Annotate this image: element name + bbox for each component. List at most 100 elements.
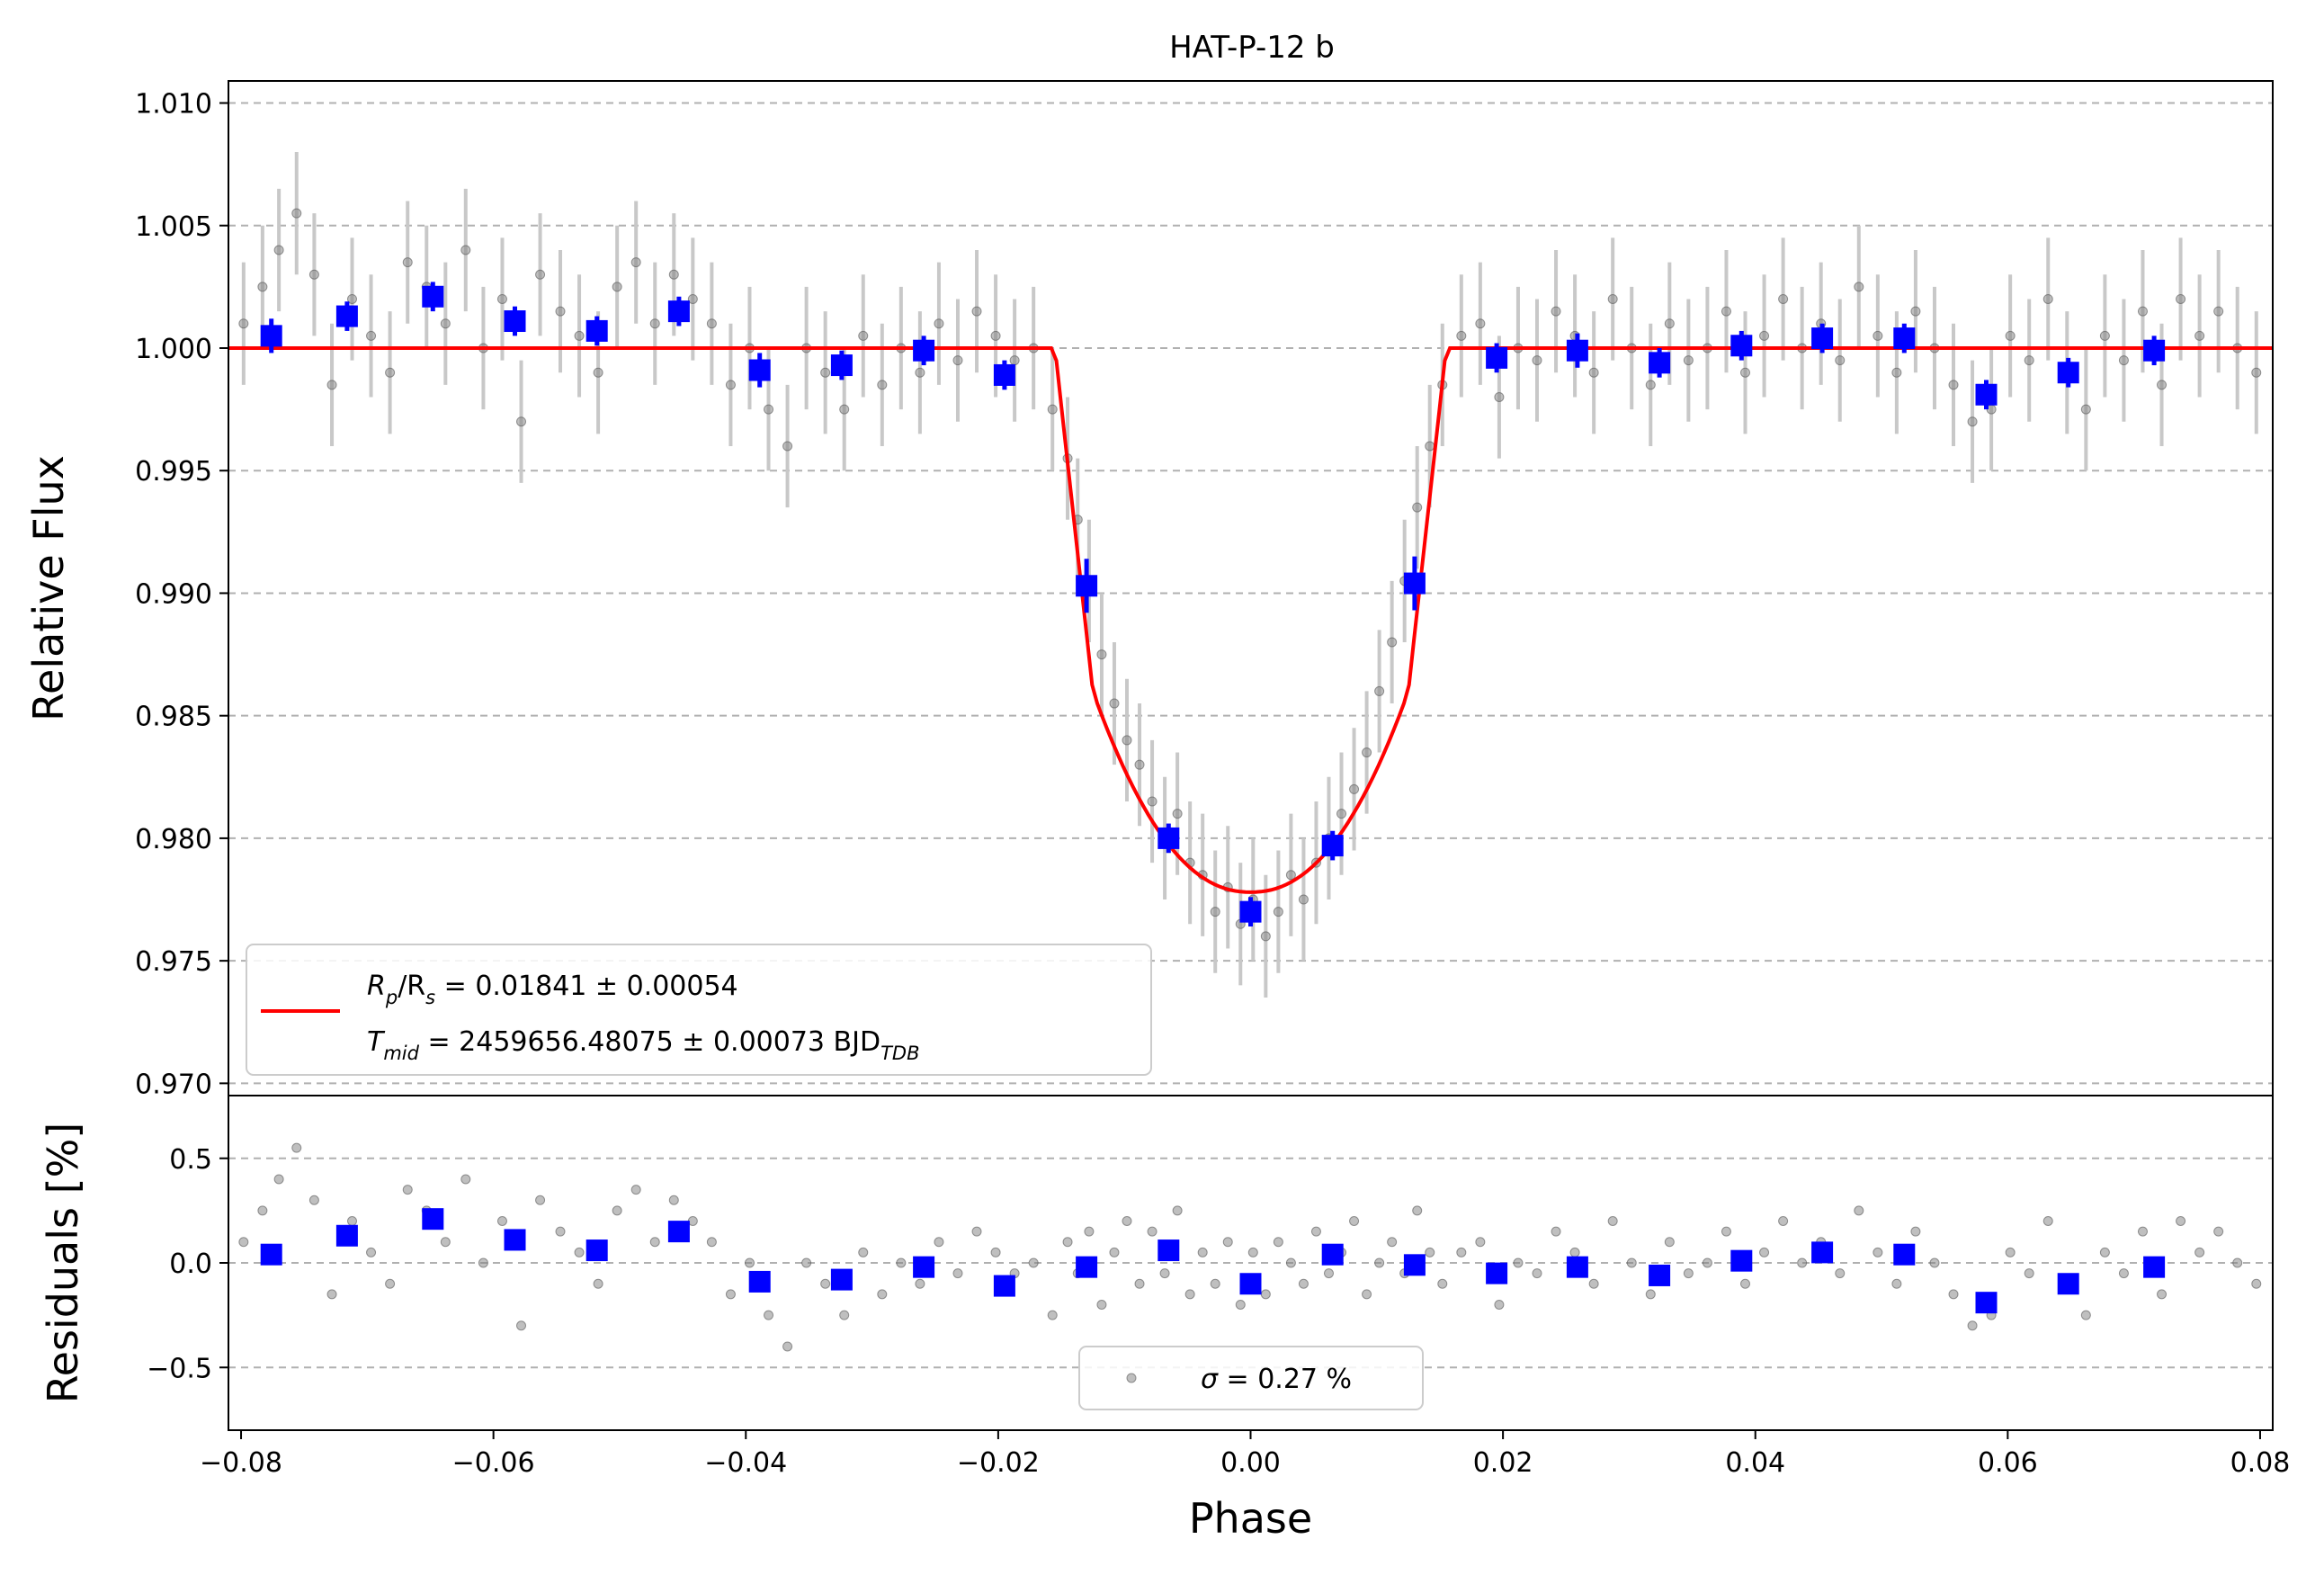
raw-point — [460, 245, 471, 255]
raw-point — [649, 318, 660, 329]
residual-point — [1235, 1300, 1246, 1310]
residual-point — [1664, 1237, 1675, 1248]
binned-residual — [1730, 1249, 1753, 1272]
residual-point — [2232, 1257, 2243, 1268]
raw-point — [1096, 649, 1107, 660]
raw-point — [971, 306, 982, 317]
binned-point — [1811, 327, 1834, 350]
binned-residual — [1321, 1243, 1344, 1266]
y-tick-label: 0.985 — [135, 702, 212, 733]
raw-point — [2024, 355, 2034, 366]
raw-point — [1285, 870, 1296, 881]
residual-point — [782, 1341, 793, 1352]
sigma-legend-box — [1078, 1346, 1424, 1410]
x-tick-label: −0.04 — [704, 1447, 787, 1479]
binned-point — [913, 339, 935, 362]
residual-point — [1891, 1278, 1902, 1289]
binned-point — [1239, 900, 1262, 923]
raw-point — [2194, 330, 2205, 341]
raw-point — [291, 208, 302, 219]
raw-point — [496, 293, 507, 304]
light-curve-panel: 0.970 0.975 0.980 0.985 0.990 0.995 1.000 1.005… — [24, 80, 2274, 1100]
binned-residual — [1811, 1241, 1834, 1264]
raw-point — [1134, 759, 1145, 770]
residual-point — [460, 1174, 471, 1185]
raw-point — [2137, 306, 2148, 317]
residual-point — [2042, 1216, 2053, 1226]
raw-point — [668, 269, 679, 280]
residual-point — [2080, 1310, 2091, 1320]
residual-point — [952, 1268, 963, 1279]
residual-point — [1854, 1205, 1864, 1216]
raw-point — [366, 330, 377, 341]
residual-point — [744, 1257, 755, 1268]
raw-point — [1147, 796, 1158, 807]
binned-point — [504, 310, 526, 333]
residual-point — [1588, 1278, 1599, 1289]
binned-residual — [1566, 1256, 1588, 1278]
residual-point — [1551, 1226, 1561, 1237]
residual-point — [1147, 1226, 1158, 1237]
residual-point — [1028, 1257, 1039, 1268]
residual-point — [1134, 1278, 1145, 1289]
binned-point — [2143, 339, 2166, 362]
residual-point — [934, 1237, 944, 1248]
residual-point — [1494, 1300, 1505, 1310]
binned-residual — [993, 1275, 1015, 1297]
residual-point — [1172, 1205, 1183, 1216]
binned-residual — [1239, 1273, 1262, 1295]
raw-point — [1349, 783, 1360, 794]
residual-point — [1210, 1278, 1220, 1289]
y-tick-label: 0.995 — [135, 456, 212, 488]
residual-point — [1425, 1247, 1435, 1257]
binned-residual — [830, 1268, 853, 1291]
residual-point — [1873, 1247, 1883, 1257]
binned-point — [260, 325, 282, 347]
raw-point — [1047, 404, 1058, 415]
residual-point — [896, 1257, 907, 1268]
raw-point — [2176, 293, 2186, 304]
residual-point — [1759, 1247, 1770, 1257]
residual-point — [706, 1237, 717, 1248]
binned-point — [1649, 352, 1671, 374]
residual-point — [668, 1195, 679, 1205]
raw-point — [402, 257, 413, 268]
residual-point — [1096, 1300, 1107, 1310]
residual-point — [1929, 1257, 1940, 1268]
raw-point — [2213, 306, 2224, 317]
raw-point — [385, 367, 396, 378]
residual-point — [2194, 1247, 2205, 1257]
residual-point — [764, 1310, 774, 1320]
residual-point — [1797, 1257, 1808, 1268]
residual-point — [858, 1247, 869, 1257]
residual-point — [574, 1247, 585, 1257]
residual-point — [1273, 1237, 1283, 1248]
residual-point — [725, 1289, 736, 1300]
residual-point — [2251, 1278, 2262, 1289]
binned-residual — [422, 1208, 444, 1231]
raw-point — [516, 416, 527, 427]
residual-point — [1702, 1257, 1712, 1268]
residual-point — [2213, 1226, 2224, 1237]
x-tick-label: 0.04 — [1725, 1447, 1785, 1479]
residual-point — [630, 1185, 641, 1195]
residual-point — [1374, 1257, 1385, 1268]
model-legend: Rp/Rs = 0.01841 ± 0.00054 Tmid = 2459656… — [246, 944, 1152, 1076]
x-tick-label: −0.02 — [957, 1447, 1040, 1479]
y-tick-label: 0.980 — [135, 824, 212, 855]
raw-point — [1210, 907, 1220, 917]
binned-point — [667, 300, 690, 323]
raw-point — [612, 282, 622, 292]
residual-point — [2157, 1289, 2168, 1300]
raw-point — [1645, 380, 1656, 390]
residual-point — [877, 1289, 888, 1300]
residual-point — [649, 1237, 660, 1248]
residual-point — [347, 1216, 358, 1226]
raw-point — [2118, 355, 2129, 366]
residual-point — [1323, 1268, 1334, 1279]
residual-point — [1683, 1268, 1694, 1279]
binned-residual — [585, 1239, 608, 1262]
binned-point — [2057, 362, 2079, 384]
residual-point — [1047, 1310, 1058, 1320]
